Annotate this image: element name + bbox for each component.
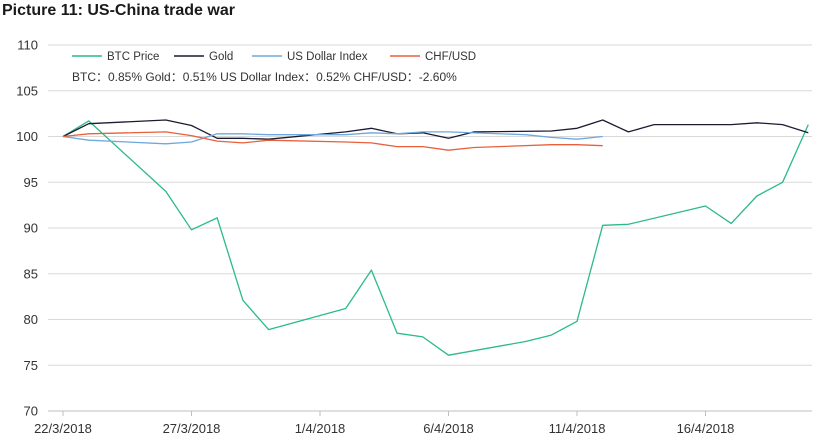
series-line-3 <box>62 131 603 145</box>
x-tick-label: 1/4/2018 <box>295 421 346 436</box>
series-line-4 <box>62 131 603 151</box>
legend: BTC Price Gold US Dollar Index CHF/USD <box>72 51 476 63</box>
series-lines <box>62 119 809 356</box>
chart-title: Picture 11: US-China trade war <box>2 2 235 19</box>
legend-label: CHF/USD <box>425 51 476 63</box>
y-tick-label: 100 <box>16 129 38 144</box>
x-tick-label: 6/4/2018 <box>423 421 474 436</box>
x-tick-label: 16/4/2018 <box>677 421 735 436</box>
gridlines <box>48 44 812 366</box>
legend-label: US Dollar Index <box>287 51 368 63</box>
y-tick-label: 105 <box>16 83 38 98</box>
y-tick-label: 90 <box>24 221 38 236</box>
legend-label: BTC Price <box>107 51 159 63</box>
series-line-1 <box>62 120 809 356</box>
series-line-2 <box>62 119 809 140</box>
x-tick-label: 11/4/2018 <box>549 421 606 436</box>
y-tick-label: 95 <box>24 175 38 190</box>
y-tick-label: 75 <box>24 358 38 373</box>
change-annotation: BTC：0.85% Gold：0.51% US Dollar Index：0.5… <box>72 70 457 84</box>
y-tick-label: 70 <box>24 404 38 419</box>
y-tick-label: 85 <box>24 266 38 281</box>
y-tick-label: 110 <box>17 38 38 53</box>
x-tick-label: 22/3/2018 <box>34 421 92 436</box>
y-tick-label: 80 <box>24 312 38 327</box>
legend-label: Gold <box>209 51 233 63</box>
x-axis: 22/3/2018 27/3/2018 1/4/2018 6/4/2018 11/4/2… <box>34 410 812 436</box>
x-tick-label: 27/3/2018 <box>163 421 221 436</box>
y-axis-ticks: 70 75 80 85 90 95 100 105 110 <box>16 38 38 419</box>
